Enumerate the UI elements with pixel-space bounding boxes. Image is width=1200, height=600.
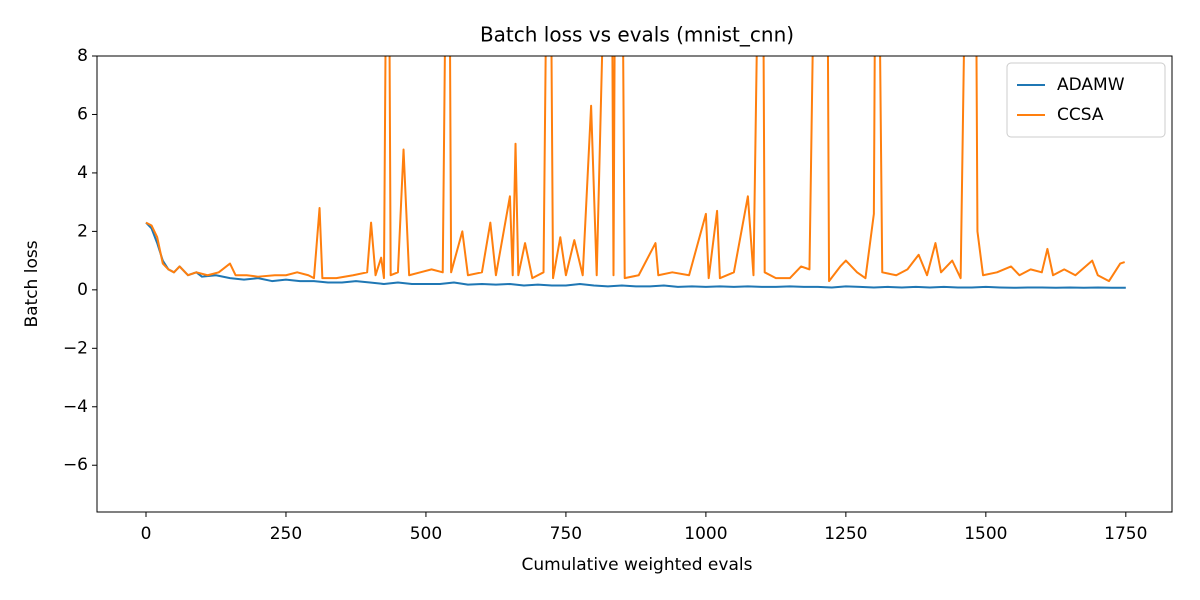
plot-area — [145, 56, 1126, 289]
y-tick-label: −6 — [63, 455, 88, 475]
x-tick-label: 1750 — [1104, 524, 1147, 544]
x-tick-label: 1000 — [684, 524, 727, 544]
line-series — [145, 221, 1126, 289]
y-tick-label: 4 — [77, 163, 88, 183]
x-tick-label: 250 — [270, 524, 302, 544]
y-tick-label: 0 — [77, 280, 88, 300]
y-tick-label: −2 — [63, 338, 88, 358]
y-tick-label: 8 — [77, 46, 88, 66]
chart-title: Batch loss vs evals (mnist_cnn) — [480, 23, 794, 47]
x-tick-label: 750 — [550, 524, 582, 544]
x-tick-label: 1250 — [824, 524, 867, 544]
legend-box — [1006, 62, 1166, 138]
x-axis-label: Cumulative weighted evals — [522, 555, 753, 575]
legend-label: CCSA — [1057, 105, 1104, 125]
plot-frame — [96, 55, 1173, 513]
legend-label: ADAMW — [1057, 75, 1125, 95]
x-tick-label: 500 — [410, 524, 442, 544]
line-series — [145, 56, 1125, 283]
y-tick-label: 6 — [77, 104, 88, 124]
x-tick-label: 0 — [141, 524, 152, 544]
x-tick-label: 1500 — [964, 524, 1007, 544]
y-tick-label: −4 — [63, 397, 88, 417]
y-tick-label: 2 — [77, 221, 88, 241]
y-axis-label: Batch loss — [22, 240, 42, 327]
